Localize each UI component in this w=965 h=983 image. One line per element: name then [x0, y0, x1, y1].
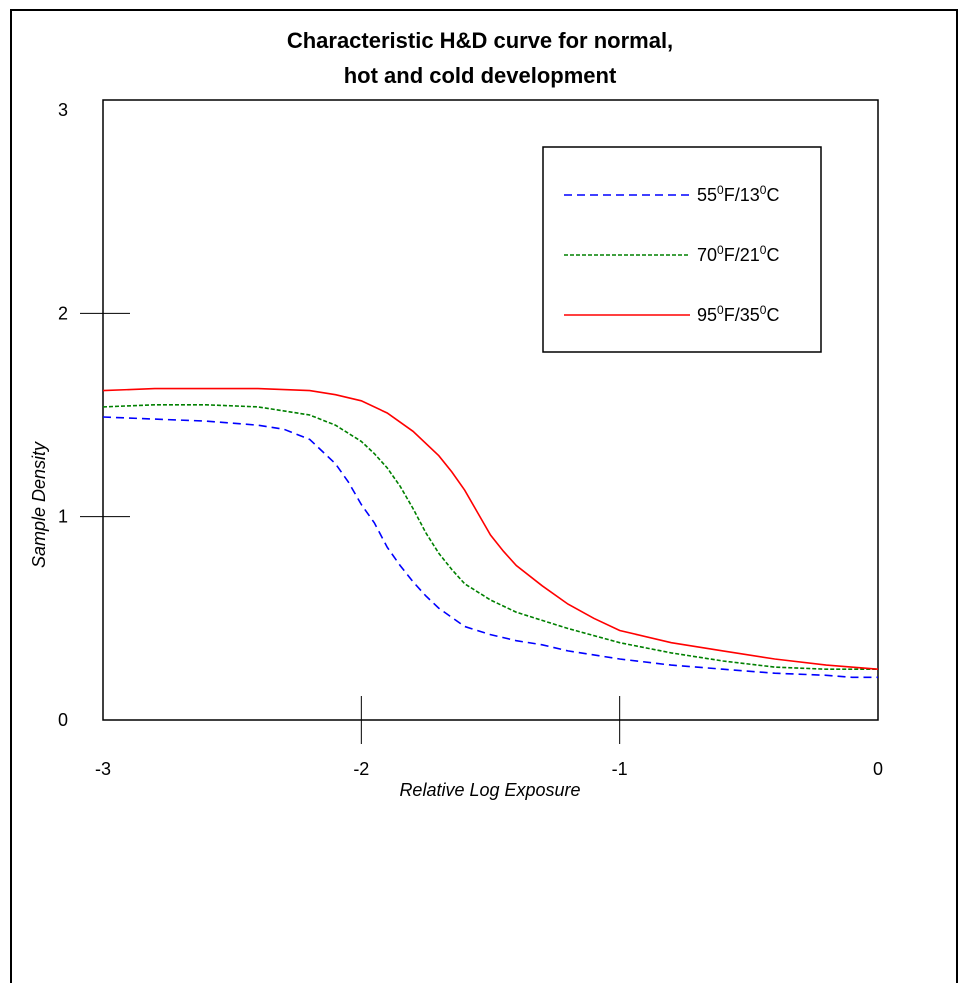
y-tick-label: 1: [58, 507, 68, 527]
x-tick-label: 0: [873, 759, 883, 779]
x-axis-label: Relative Log Exposure: [399, 780, 580, 800]
legend-label-3: 950F/350C: [697, 303, 779, 325]
x-tick-label: -2: [353, 759, 369, 779]
legend-box: [542, 146, 822, 353]
chart-frame: [10, 9, 958, 983]
y-tick-label: 0: [58, 710, 68, 730]
legend-label-1: 550F/130C: [697, 183, 779, 205]
y-tick-label: 2: [58, 303, 68, 323]
series-line-3: [102, 387, 879, 670]
plot-area: [102, 99, 879, 721]
chart-title-line-1: Characteristic H&D curve for normal,: [287, 28, 673, 53]
legend-label-2: 700F/210C: [697, 243, 779, 265]
y-axis-label: Sample Density: [29, 441, 49, 568]
y-tick-label: 3: [58, 100, 68, 120]
legend: 550F/130C 700F/210C 950F/350C: [542, 146, 822, 353]
axis-ticks: -3 -2 -1 0 0 1 2 3: [58, 100, 883, 779]
series-layer: [102, 387, 879, 679]
series-line-2: [102, 403, 878, 671]
x-tick-label: -1: [612, 759, 628, 779]
x-tick-label: -3: [95, 759, 111, 779]
chart-title-line-2: hot and cold development: [344, 63, 617, 88]
series-line-1: [102, 416, 878, 679]
